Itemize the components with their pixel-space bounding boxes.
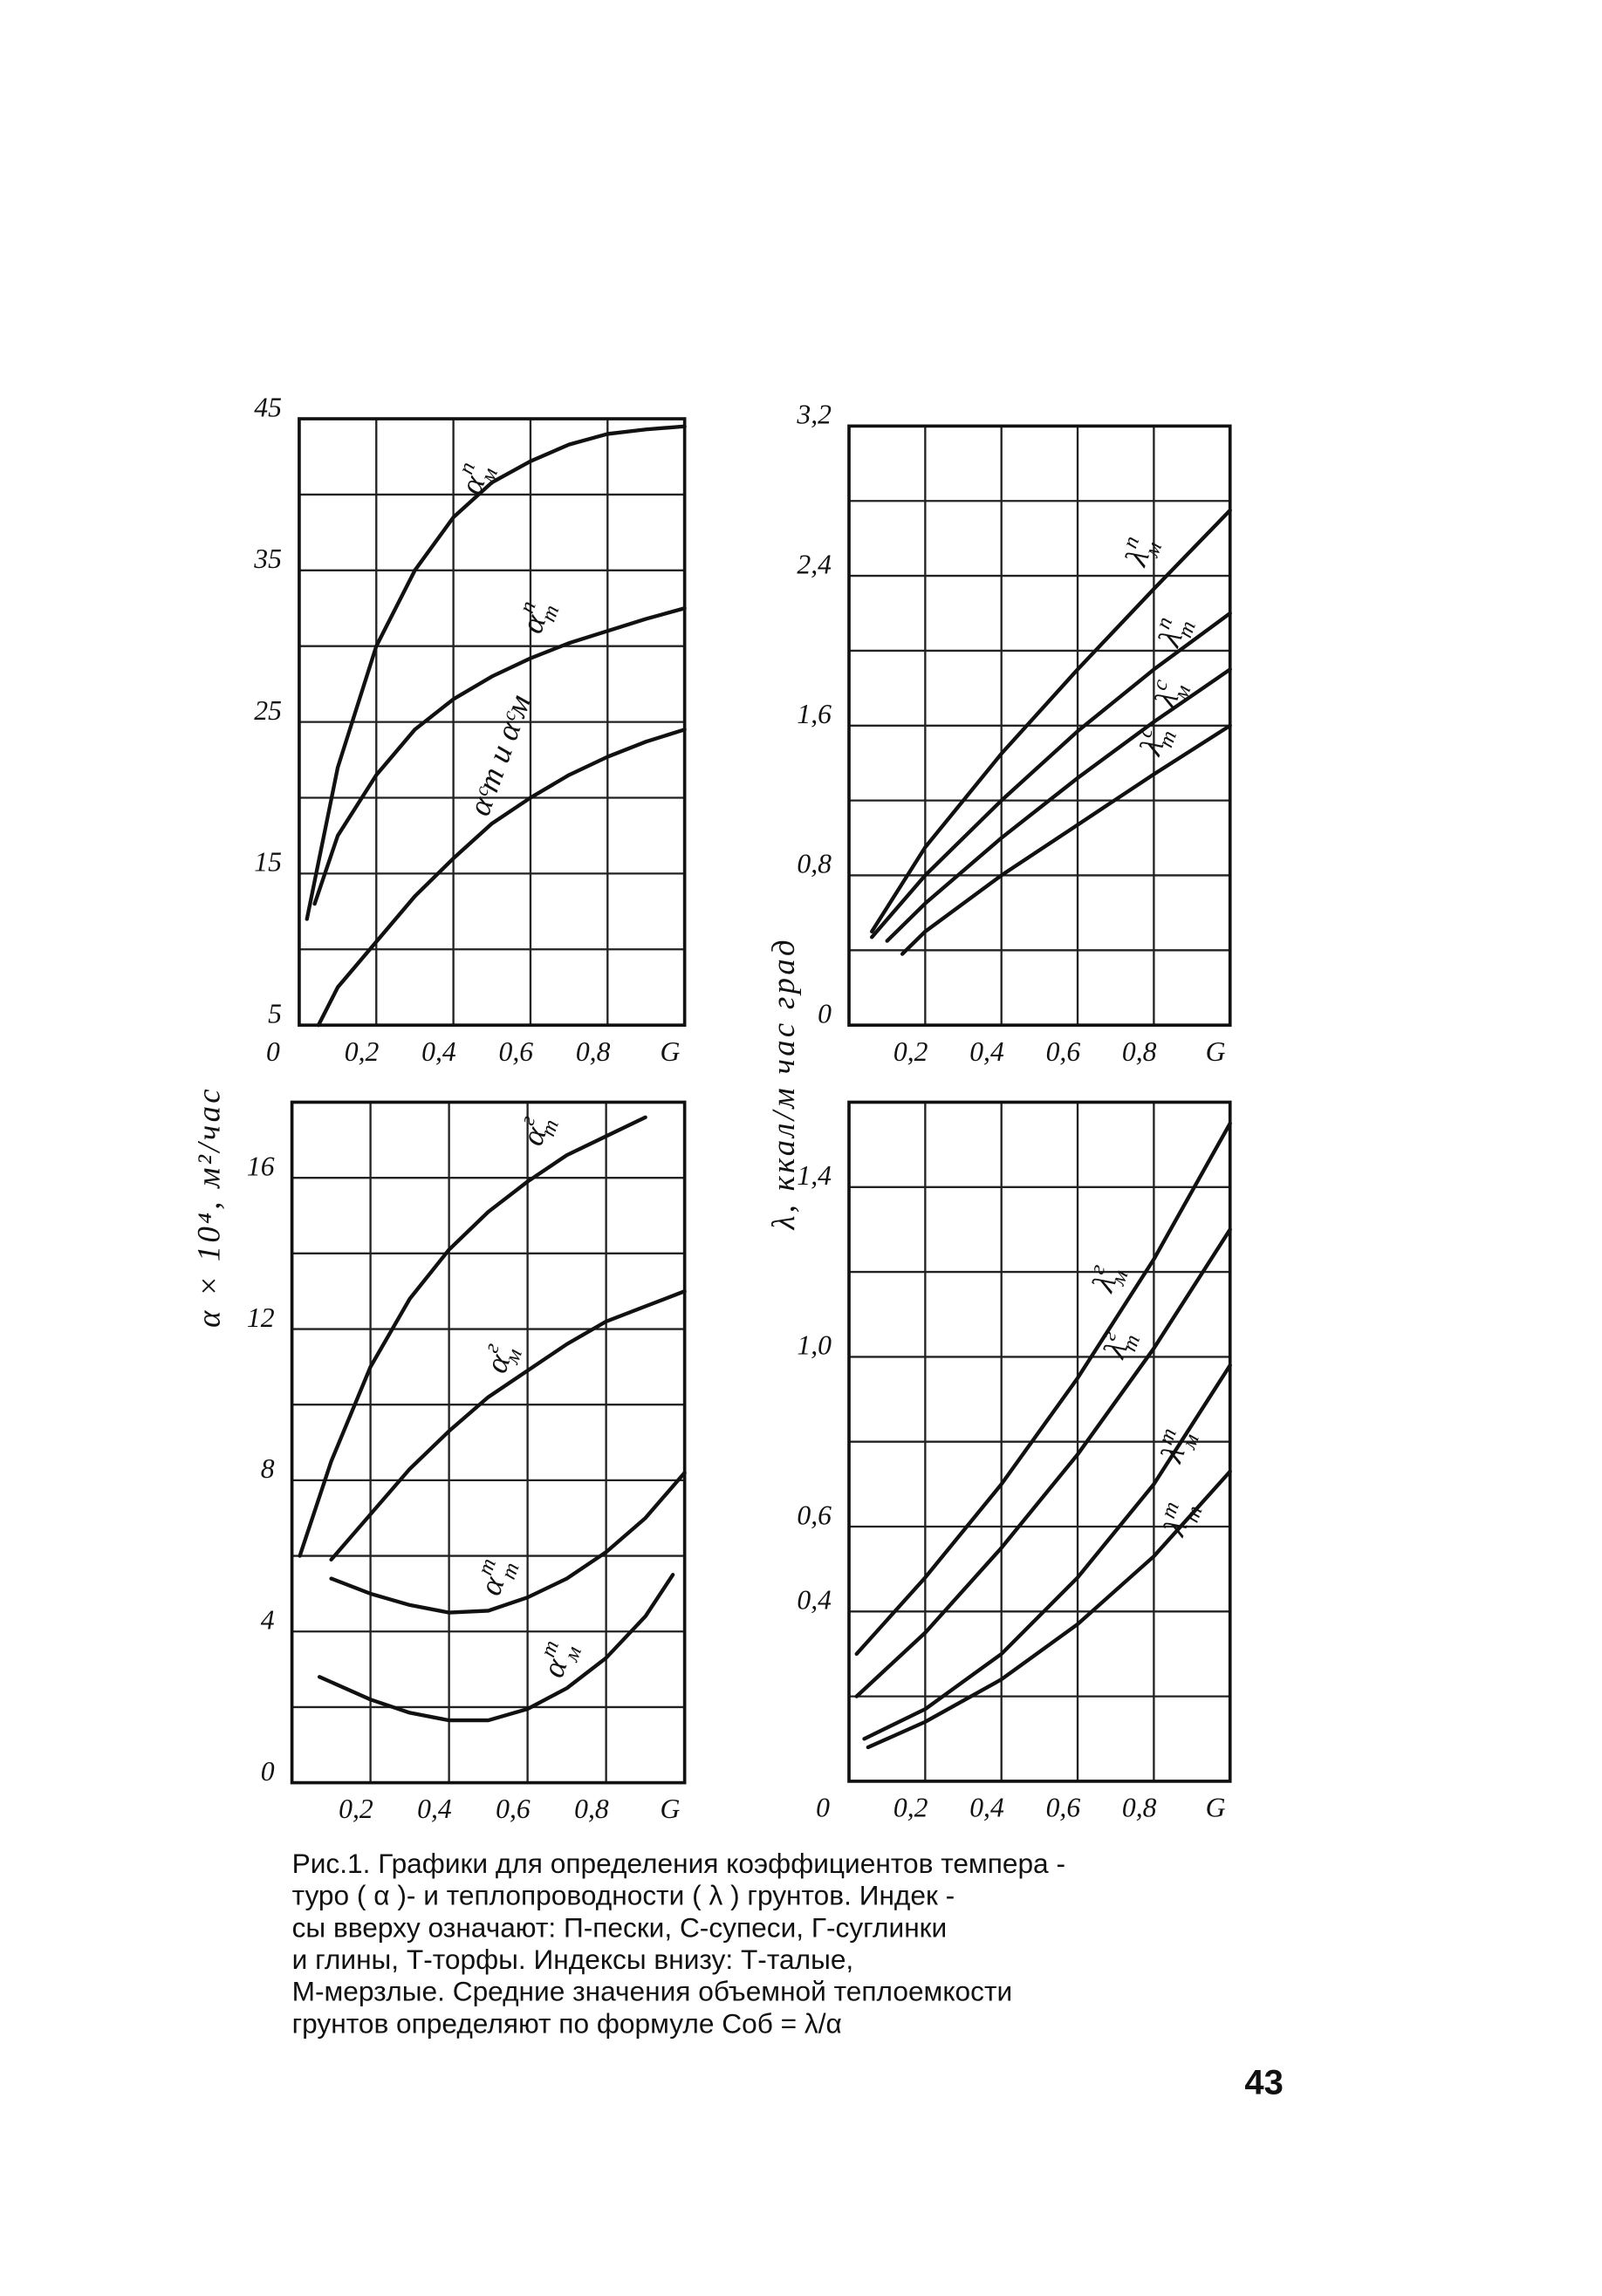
series-label: λпт xyxy=(1147,610,1201,653)
series-sub: т xyxy=(496,1560,524,1582)
series-label: αтм xyxy=(531,1635,586,1684)
curve xyxy=(312,606,687,906)
x-tick-label: G xyxy=(661,1794,681,1824)
curve xyxy=(870,508,1232,934)
y-tick-label: 1,6 xyxy=(797,699,832,729)
curve xyxy=(316,728,687,1028)
x-tick-label: 0 xyxy=(266,1036,280,1067)
series-label: λпм xyxy=(1113,530,1167,572)
x-tick-label: G xyxy=(661,1036,681,1067)
y-tick-label: 4 xyxy=(261,1605,275,1636)
x-tick-label: 0,2 xyxy=(345,1036,380,1067)
x-tick-label: 0,6 xyxy=(496,1794,531,1824)
x-tick-label: 0,8 xyxy=(1122,1036,1157,1067)
y-tick-label: 1,0 xyxy=(797,1330,832,1361)
curve xyxy=(854,1121,1232,1657)
x-tick-label: 0,6 xyxy=(1046,1793,1081,1823)
caption-line: М-мерзлые. Средние значения объемной теп… xyxy=(292,1976,1013,2007)
x-tick-label: 0,4 xyxy=(417,1794,452,1824)
x-tick-label: 0,4 xyxy=(969,1036,1004,1067)
curve xyxy=(900,723,1232,956)
x-tick-label: 0,8 xyxy=(574,1794,609,1824)
curve xyxy=(885,667,1232,943)
series-label: αпт xyxy=(509,594,564,640)
curve xyxy=(329,1471,687,1615)
x-tick-label: 0,8 xyxy=(576,1036,611,1067)
series-label: αтт xyxy=(468,1551,524,1602)
x-tick-label: 0,6 xyxy=(1046,1036,1081,1067)
y-tick-label: 45 xyxy=(254,392,282,422)
y-tick-label: 5 xyxy=(268,998,282,1028)
y-tick-label: 0,4 xyxy=(797,1585,832,1616)
plot-frame xyxy=(847,1100,1232,1783)
y-tick-label: 0,8 xyxy=(797,849,832,879)
x-tick-label: 0,8 xyxy=(1122,1793,1157,1823)
series-label: λгм xyxy=(1080,1259,1133,1299)
series-label: λгт xyxy=(1092,1323,1145,1365)
x-tick-label: 0,2 xyxy=(339,1794,373,1824)
y-tick-label: 16 xyxy=(247,1151,275,1181)
x-tick-label: 0,2 xyxy=(893,1036,928,1067)
y-tick-label: 25 xyxy=(254,695,282,726)
curve xyxy=(854,1227,1232,1698)
x-tick-label: G xyxy=(1206,1793,1226,1823)
series-label: λсм xyxy=(1142,673,1195,714)
y-tick-label: 3,2 xyxy=(796,400,832,430)
caption-line: сы вверху означают: П-пески, С-супеси, Г… xyxy=(292,1911,948,1943)
y-axis-label: λ, ккал/м час град xyxy=(765,937,801,1230)
caption-line: туро ( α )- и теплопроводности ( λ ) гру… xyxy=(292,1880,955,1911)
y-tick-label: 35 xyxy=(253,543,282,574)
series-label: λтм xyxy=(1148,1423,1203,1470)
curve xyxy=(866,1469,1232,1750)
x-tick-label: 0,4 xyxy=(969,1793,1004,1823)
curve xyxy=(862,1363,1232,1741)
series-label: αгт xyxy=(510,1109,564,1152)
x-tick-label: 0,4 xyxy=(421,1036,456,1067)
caption-line: грунтов определяют по формуле Cоб = λ/α xyxy=(292,2007,842,2039)
y-tick-label: 12 xyxy=(247,1302,275,1333)
y-tick-label: 1,4 xyxy=(797,1160,832,1191)
y-tick-label: 15 xyxy=(254,847,282,878)
caption-line: Рис.1. Графики для определения коэффицие… xyxy=(292,1848,1065,1879)
plot-frame xyxy=(298,417,687,1027)
y-tick-label: 2,4 xyxy=(797,549,832,579)
series-label: λтт xyxy=(1151,1494,1207,1543)
curve xyxy=(317,1573,675,1723)
series-label: αгм xyxy=(473,1337,526,1379)
x-tick-label: 0,2 xyxy=(893,1793,928,1823)
page-number: 43 xyxy=(1244,2063,1284,2101)
plot-frame xyxy=(290,1100,687,1785)
x-tick-label: G xyxy=(1206,1036,1226,1067)
curve xyxy=(305,424,687,921)
y-tick-label: 8 xyxy=(261,1453,275,1484)
y-tick-label: 0 xyxy=(818,998,832,1028)
y-tick-label: 0 xyxy=(261,1756,275,1787)
x-tick-label: 0 xyxy=(816,1793,830,1823)
caption-line: и глины, Т-торфы. Индексы внизу: Т-талые… xyxy=(292,1944,854,1975)
curve xyxy=(870,611,1232,940)
curve xyxy=(298,1115,647,1558)
curve xyxy=(329,1289,687,1562)
y-tick-label: 0,6 xyxy=(797,1500,832,1530)
y-axis-label: α × 10⁴, м²/час xyxy=(190,1086,226,1328)
x-tick-label: 0,6 xyxy=(499,1036,534,1067)
